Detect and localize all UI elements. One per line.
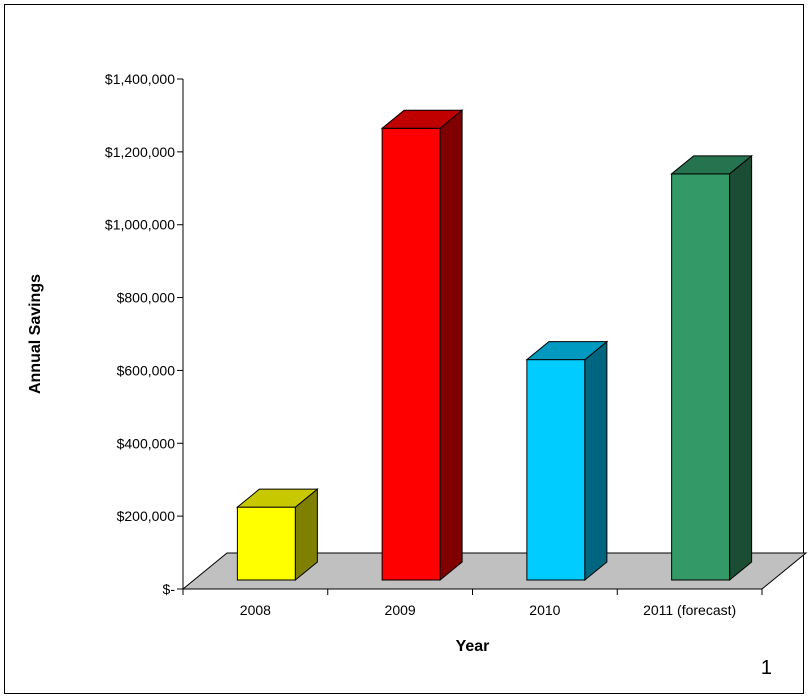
chart-labels: $- $200,000 $400,000 $600,000 $800,000 $1,000… bbox=[105, 71, 736, 618]
bar bbox=[235, 488, 319, 582]
x-tick-label: 2009 bbox=[385, 602, 416, 618]
chart-axes bbox=[177, 78, 763, 595]
y-tick-label: $400,000 bbox=[117, 435, 176, 451]
x-tick-label: 2008 bbox=[240, 602, 271, 618]
x-axis-title: Year bbox=[456, 638, 490, 655]
bar-top bbox=[380, 109, 464, 129]
bar-front bbox=[526, 359, 586, 581]
bar-side bbox=[439, 109, 463, 582]
x-tick-label: 2010 bbox=[529, 602, 560, 618]
bar-front bbox=[671, 173, 731, 581]
y-tick-label: $1,000,000 bbox=[105, 217, 175, 233]
y-tick-label: $800,000 bbox=[117, 290, 176, 306]
bar-side bbox=[729, 154, 753, 582]
bar-side bbox=[584, 340, 608, 582]
bar bbox=[525, 340, 609, 582]
y-tick-label: $- bbox=[163, 581, 176, 597]
bar-front bbox=[236, 506, 296, 581]
bar bbox=[670, 154, 754, 582]
bar-front bbox=[381, 127, 441, 581]
y-tick-label: $200,000 bbox=[117, 508, 176, 524]
bar-top bbox=[525, 341, 609, 361]
x-tick-label: 2011 (forecast) bbox=[643, 602, 736, 618]
y-tick-label: $1,400,000 bbox=[105, 71, 175, 87]
chart-bars bbox=[235, 109, 754, 582]
y-tick-label: $600,000 bbox=[117, 362, 176, 378]
bar-top bbox=[670, 155, 754, 175]
y-tick-label: $1,200,000 bbox=[105, 144, 175, 160]
bar bbox=[380, 109, 464, 582]
bar-top bbox=[235, 488, 319, 508]
y-axis-title: Annual Savings bbox=[27, 274, 44, 394]
page-number: 1 bbox=[761, 657, 772, 679]
